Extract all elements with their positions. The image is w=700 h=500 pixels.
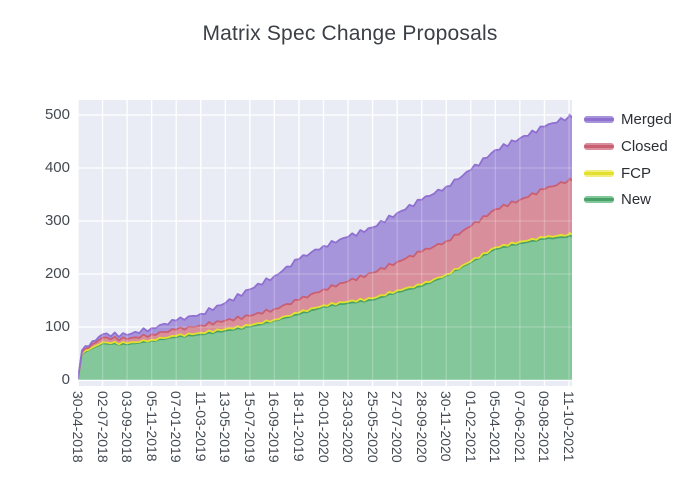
x-tick-label: 11-10-2021	[561, 391, 577, 462]
x-tick-label: 01-02-2021	[462, 391, 479, 463]
legend-item-closed[interactable]: Closed	[584, 133, 668, 160]
x-tick-label: 03-09-2018	[119, 391, 136, 463]
x-tick-label: 15-07-2019	[241, 391, 258, 463]
x-tick-label: 11-03-2019	[192, 391, 209, 462]
y-tick-label: 500	[44, 106, 70, 123]
legend-label: Closed	[621, 137, 668, 155]
x-tick-label: 30-11-2020	[438, 391, 455, 462]
y-tick-label: 100	[44, 318, 70, 335]
legend-item-fcp[interactable]: FCP	[584, 160, 651, 187]
x-tick-label: 28-09-2020	[413, 391, 430, 463]
x-tick-label: 07-06-2021	[511, 391, 528, 463]
legend-swatch-icon	[584, 116, 614, 123]
stacked-area-canvas	[78, 100, 572, 386]
legend-item-merged[interactable]: Merged	[584, 106, 672, 133]
x-tick-label: 20-01-2020	[315, 391, 332, 463]
legend-label: New	[621, 191, 652, 209]
x-tick-label: 30-04-2018	[70, 391, 86, 463]
x-tick-label: 13-05-2019	[217, 391, 234, 463]
x-tick-label: 27-07-2020	[389, 391, 406, 463]
plot-area[interactable]	[78, 100, 572, 386]
y-tick-label: 200	[44, 265, 70, 282]
legend-swatch-icon	[584, 196, 614, 204]
x-tick-label: 05-04-2021	[487, 391, 504, 463]
x-tick-label: 18-11-2019	[290, 391, 307, 462]
x-tick-label: 02-07-2018	[94, 391, 111, 463]
x-tick-label: 09-08-2021	[536, 391, 553, 463]
legend-label: Merged	[621, 111, 672, 128]
x-tick-label: 23-03-2020	[340, 391, 357, 463]
y-tick-label: 300	[44, 212, 70, 229]
legend-label: FCP	[621, 164, 651, 182]
x-tick-label: 25-05-2020	[364, 391, 381, 463]
x-tick-label: 05-11-2018	[143, 391, 160, 462]
legend-item-new[interactable]: New	[584, 186, 651, 213]
chart-title: Matrix Spec Change Proposals	[202, 22, 498, 45]
legend-swatch-icon	[584, 169, 614, 177]
y-tick-label: 400	[44, 159, 70, 176]
y-tick-label: 0	[61, 371, 70, 388]
x-tick-label: 16-09-2019	[266, 391, 283, 463]
legend-swatch-icon	[584, 142, 614, 150]
x-tick-label: 07-01-2019	[168, 391, 185, 463]
